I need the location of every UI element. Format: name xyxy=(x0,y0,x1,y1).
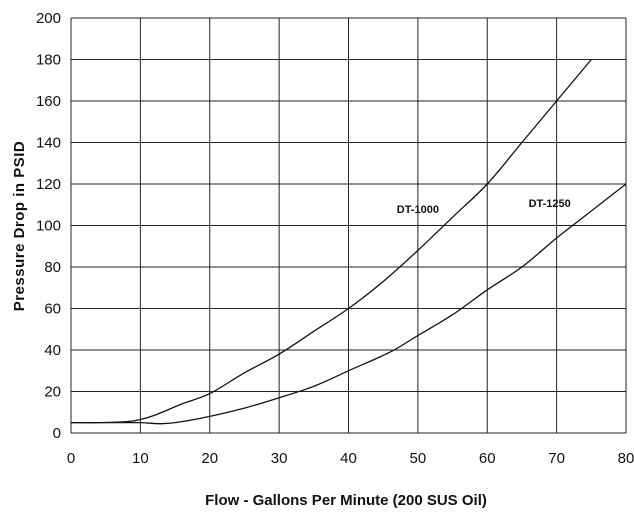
x-tick-label: 0 xyxy=(67,450,75,467)
x-tick-label: 40 xyxy=(340,450,357,467)
y-tick-label: 40 xyxy=(44,342,61,359)
x-tick-label: 60 xyxy=(479,450,496,467)
y-tick-label: 160 xyxy=(36,93,61,110)
y-tick-label: 140 xyxy=(36,135,61,152)
series-line-dt-1000 xyxy=(70,59,592,424)
y-tick-label: 100 xyxy=(36,218,61,235)
x-tick-label: 10 xyxy=(132,450,149,467)
x-tick-label: 30 xyxy=(271,450,288,467)
y-tick-label: 180 xyxy=(36,52,61,69)
x-axis-label: Flow - Gallons Per Minute (200 SUS Oil) xyxy=(205,492,487,509)
series-label-dt-1250: DT-1250 xyxy=(529,198,571,210)
x-tick-label: 80 xyxy=(618,450,634,467)
series-lines xyxy=(70,59,627,425)
x-tick-label: 20 xyxy=(201,450,218,467)
x-tick-label: 50 xyxy=(410,450,427,467)
x-tick-label: 70 xyxy=(548,450,565,467)
series-line-dt-1250 xyxy=(70,183,627,425)
y-tick-label: 80 xyxy=(44,259,61,276)
series-annotations: DT-1000 DT-1250 xyxy=(397,198,571,216)
y-tick-label: 60 xyxy=(44,301,61,318)
series-label-dt-1000: DT-1000 xyxy=(397,204,439,216)
y-tick-label: 120 xyxy=(36,176,61,193)
y-tick-label: 200 xyxy=(36,10,61,27)
y-tick-label: 0 xyxy=(53,425,61,442)
tick-labels: 0 10 20 30 40 50 60 70 80 0 20 40 60 80 100 120 140 160 18… xyxy=(36,10,634,467)
y-axis-label: Pressure Drop in PSID xyxy=(11,141,28,312)
y-tick-label: 20 xyxy=(44,384,61,401)
